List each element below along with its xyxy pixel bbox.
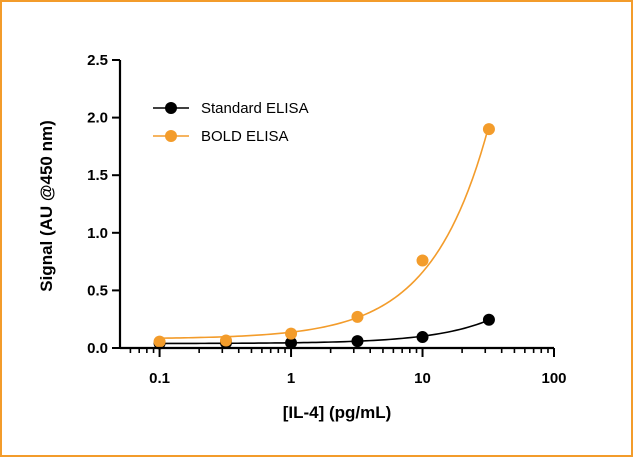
y-tick-label: 1.5	[87, 167, 108, 184]
y-tick-label: 0.0	[87, 340, 108, 357]
legend: Standard ELISA BOLD ELISA	[153, 100, 309, 145]
fit-curves	[159, 125, 490, 345]
data-point	[482, 313, 495, 326]
y-axis-title: Signal (AU @450 nm)	[37, 120, 56, 292]
x-tick-label: 1	[287, 370, 295, 387]
data-point	[416, 331, 429, 344]
data-point	[482, 123, 495, 136]
y-tick-label: 2.5	[87, 52, 108, 69]
data-point	[351, 310, 364, 323]
fit-curve-2	[159, 125, 490, 339]
legend-marker	[165, 130, 177, 142]
x-tick-label: 10	[414, 370, 431, 387]
data-point	[285, 327, 298, 340]
data-point	[285, 336, 298, 349]
fit-curve-1	[159, 319, 490, 345]
data-point	[219, 334, 232, 347]
data-point	[153, 335, 166, 348]
x-tick-label: 100	[541, 370, 566, 387]
legend-label: BOLD ELISA	[201, 128, 289, 145]
y-tick-label: 1.0	[87, 225, 108, 242]
y-tick-label: 2.0	[87, 110, 108, 127]
axes: 0.0 0.5 1.0 1.5 2.0 2.5 0.1 1 10 100	[87, 52, 566, 387]
data-point	[416, 254, 429, 267]
legend-label: Standard ELISA	[201, 100, 309, 117]
data-points	[153, 123, 495, 350]
x-axis-title: [IL-4] (pg/mL)	[283, 403, 392, 422]
y-tick-label: 0.5	[87, 282, 108, 299]
x-tick-label: 0.1	[149, 370, 170, 387]
data-point	[351, 335, 364, 348]
legend-marker	[165, 102, 177, 114]
